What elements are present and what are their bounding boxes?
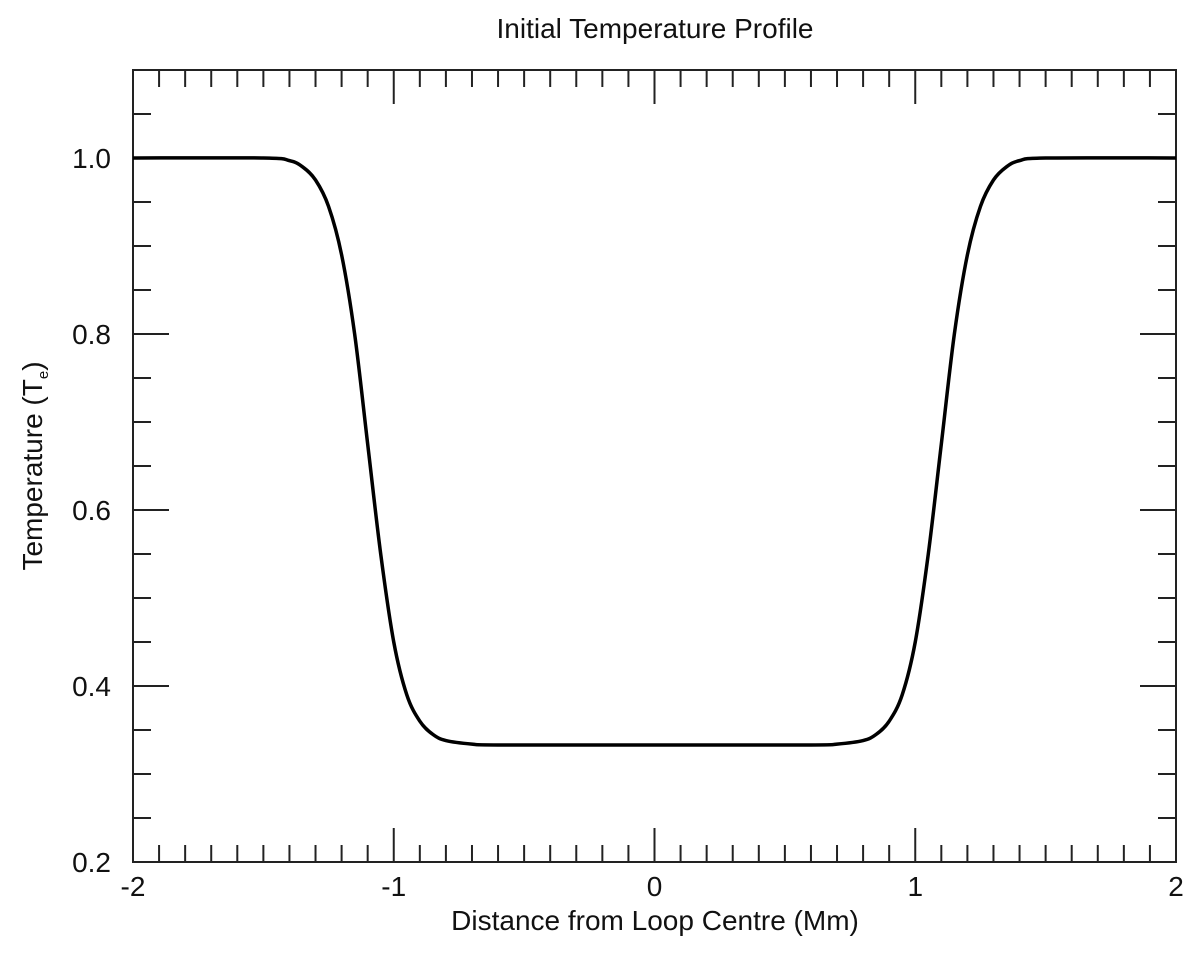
y-tick-label: 0.4 bbox=[72, 671, 111, 702]
x-tick-label: -2 bbox=[121, 871, 146, 902]
x-axis-label: Distance from Loop Centre (Mm) bbox=[451, 905, 859, 936]
plot-frame bbox=[132, 69, 1177, 863]
y-axis-label-subscript: e bbox=[35, 371, 52, 379]
x-tick-label: 1 bbox=[907, 871, 923, 902]
tick-labels: -2 -1 0 1 2 0.2 0.4 0.6 0.8 1.0 bbox=[72, 143, 1184, 902]
y-axis-label-main: Temperature (T bbox=[17, 379, 48, 570]
y-tick-label: 1.0 bbox=[72, 143, 111, 174]
y-tick-label: 0.8 bbox=[72, 319, 111, 350]
y-tick-label: 0.2 bbox=[72, 847, 111, 878]
x-tick-label: 0 bbox=[647, 871, 663, 902]
y-tick-label: 0.6 bbox=[72, 495, 111, 526]
axis-ticks bbox=[132, 69, 1177, 863]
y-axis-label: Temperature (Te) bbox=[17, 361, 52, 570]
chart-title: Initial Temperature Profile bbox=[497, 13, 814, 44]
temperature-curve bbox=[132, 156, 1177, 747]
x-tick-label: -1 bbox=[381, 871, 406, 902]
y-axis-label-close: ) bbox=[17, 361, 48, 370]
x-tick-label: 2 bbox=[1168, 871, 1184, 902]
